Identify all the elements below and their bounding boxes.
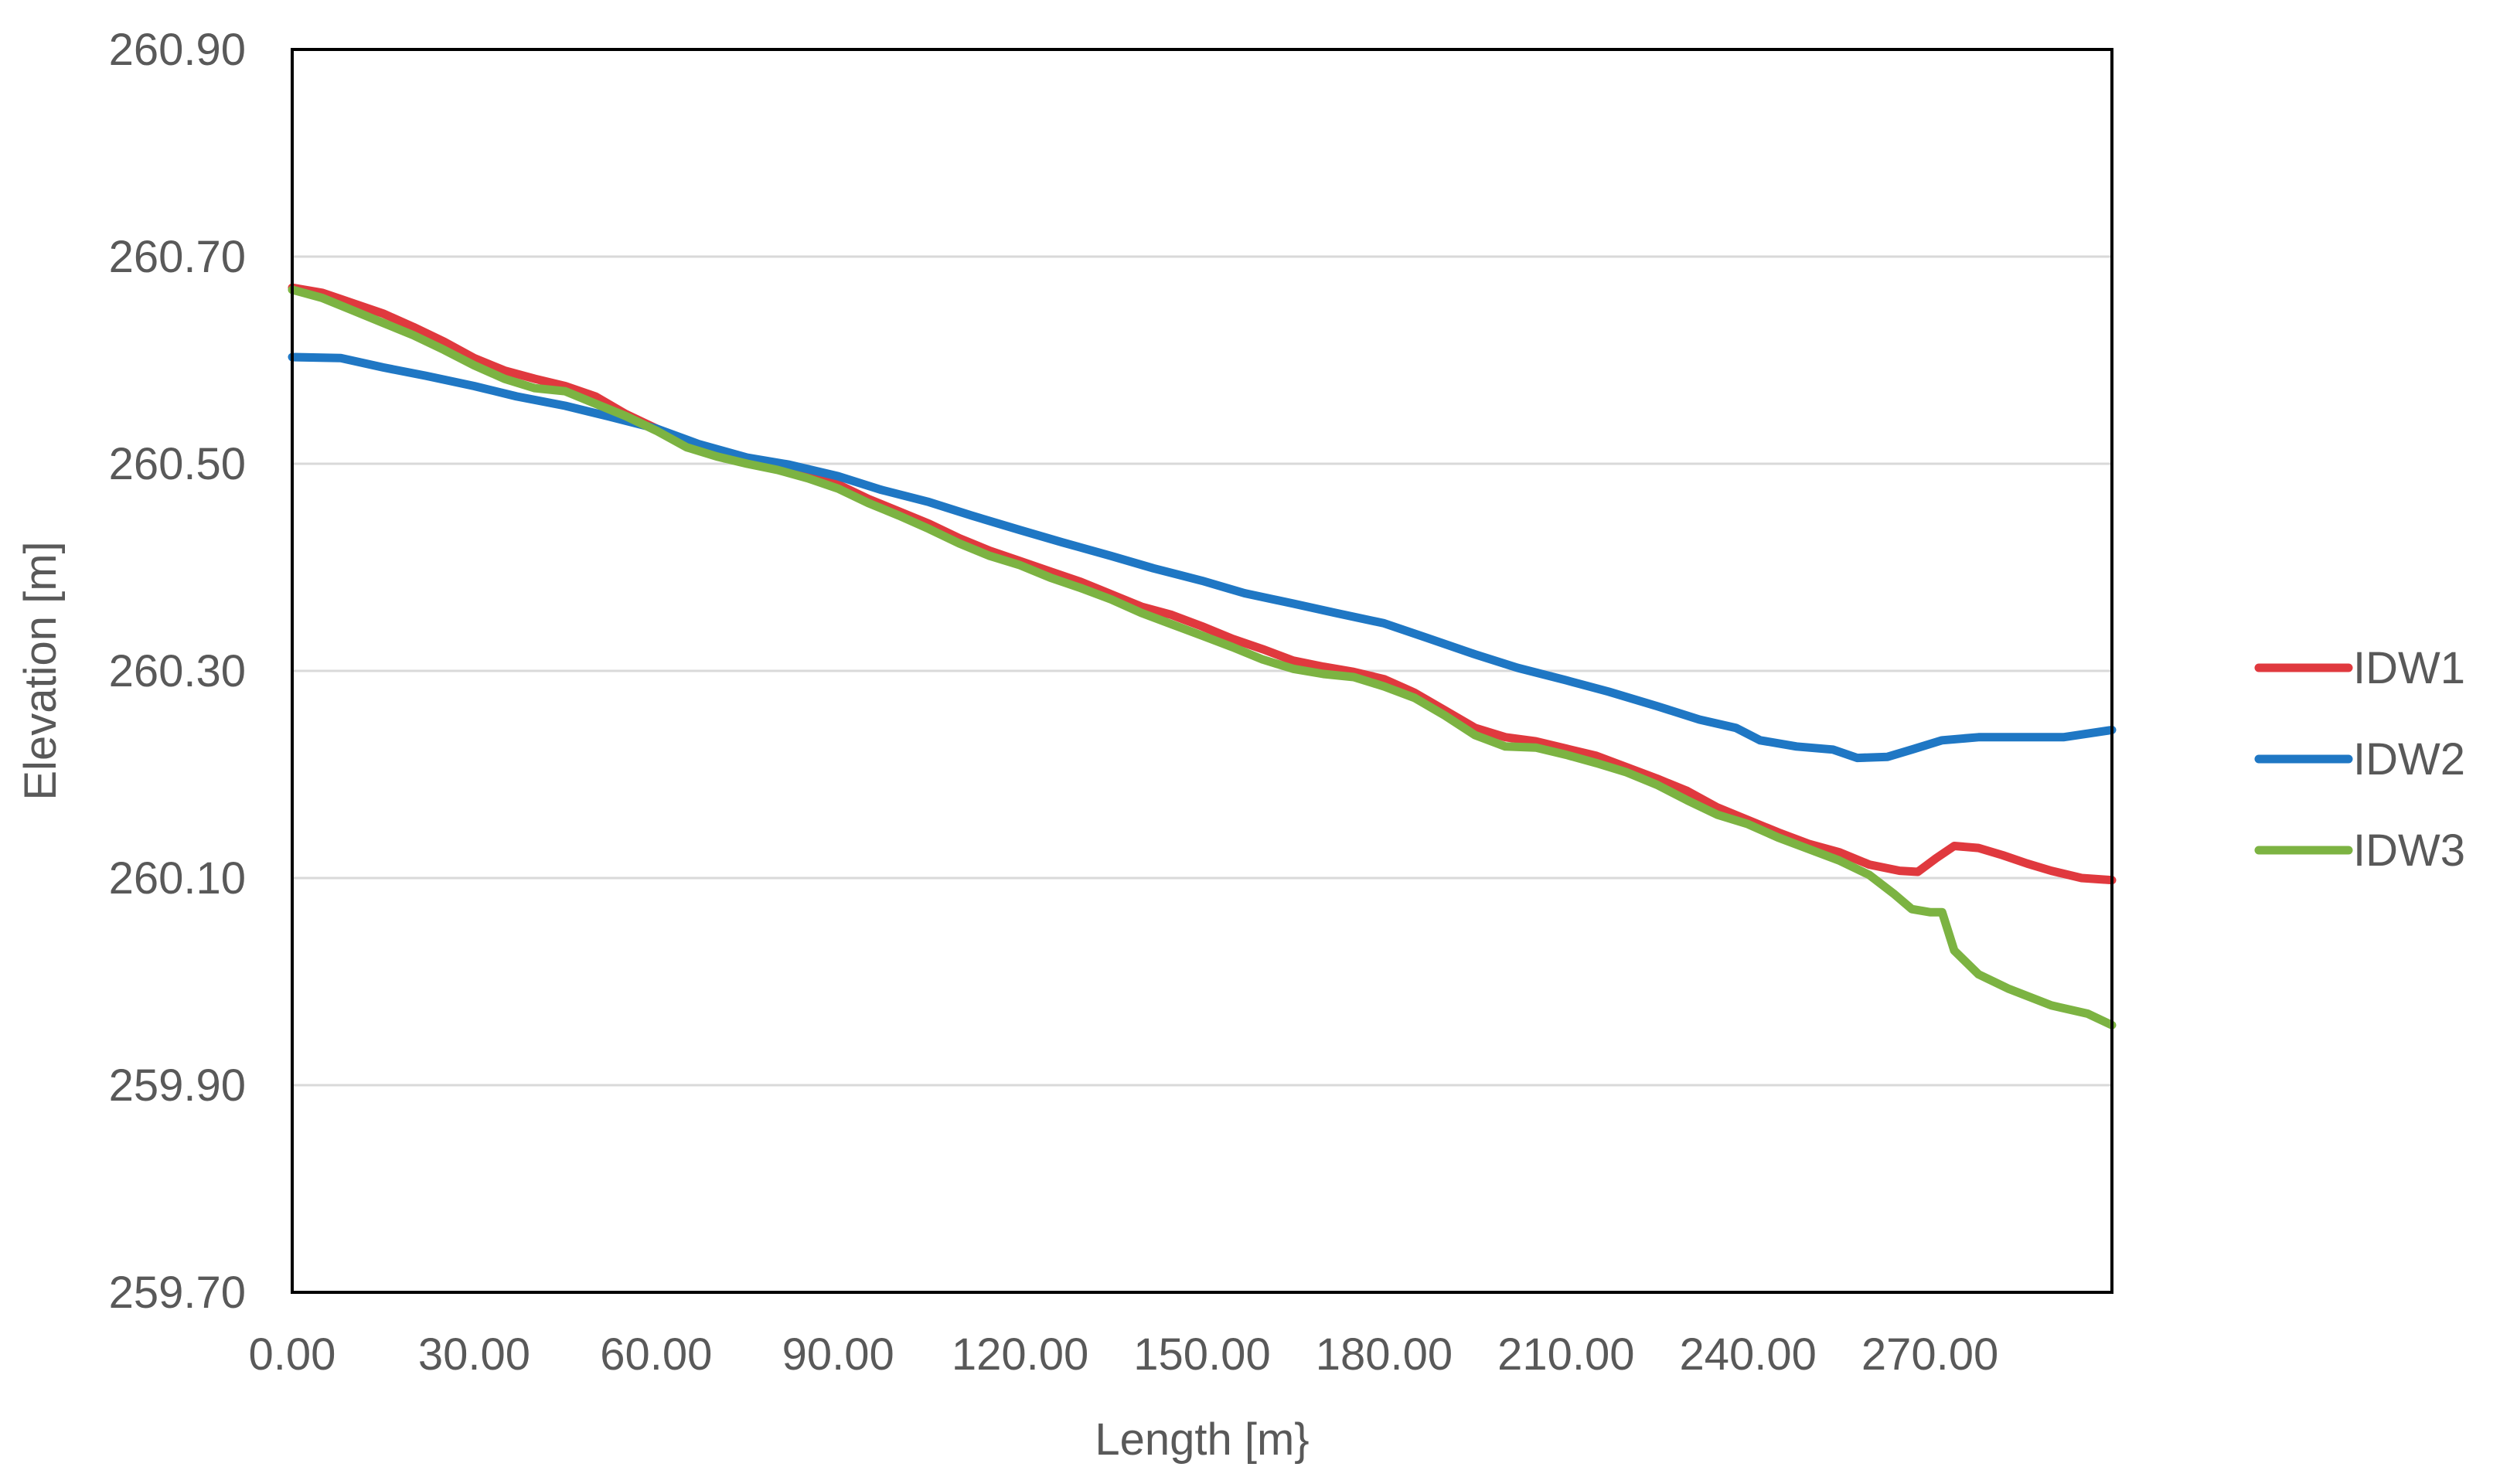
legend: IDW1 IDW2 IDW3 — [2254, 643, 2465, 876]
x-tick-label: 60.00 — [600, 1329, 712, 1380]
legend-label-idw3: IDW3 — [2353, 825, 2465, 876]
x-axis-title: Length [m} — [1095, 1414, 1309, 1465]
y-tick-label: 260.30 — [109, 646, 246, 696]
y-tick-label: 259.70 — [109, 1268, 246, 1318]
x-tick-label: 270.00 — [1861, 1329, 1998, 1380]
y-tick-label: 260.70 — [109, 232, 246, 282]
y-tick-label: 260.50 — [109, 439, 246, 489]
x-tick-label: 240.00 — [1679, 1329, 1816, 1380]
x-tick-label: 180.00 — [1316, 1329, 1453, 1380]
y-axis-tick-labels: 259.70 259.90 260.10 260.30 260.50 260.70 260.… — [109, 25, 246, 1318]
x-tick-label: 210.00 — [1497, 1329, 1634, 1380]
x-tick-label: 90.00 — [782, 1329, 894, 1380]
gridlines — [292, 255, 2112, 1087]
x-tick-label: 120.00 — [952, 1329, 1088, 1380]
series-line-idw2 — [288, 352, 2117, 763]
y-axis-title: Elevation [m] — [15, 541, 66, 800]
x-axis-tick-labels: 0.00 30.00 60.00 90.00 120.00 150.00 180.00 210… — [249, 1329, 1999, 1380]
plot-area-frame — [291, 48, 2113, 1294]
y-tick-label: 260.90 — [109, 25, 246, 75]
legend-label-idw1: IDW1 — [2353, 643, 2465, 693]
y-tick-label: 260.10 — [109, 853, 246, 904]
series-lines — [288, 283, 2117, 1030]
series-line-idw1 — [288, 283, 2117, 885]
x-tick-label: 150.00 — [1133, 1329, 1270, 1380]
legend-label-idw2: IDW2 — [2353, 734, 2465, 785]
x-tick-label: 0.00 — [249, 1329, 336, 1380]
x-tick-label: 30.00 — [418, 1329, 530, 1380]
y-tick-label: 259.90 — [109, 1060, 246, 1111]
series-line-idw3 — [288, 285, 2117, 1030]
